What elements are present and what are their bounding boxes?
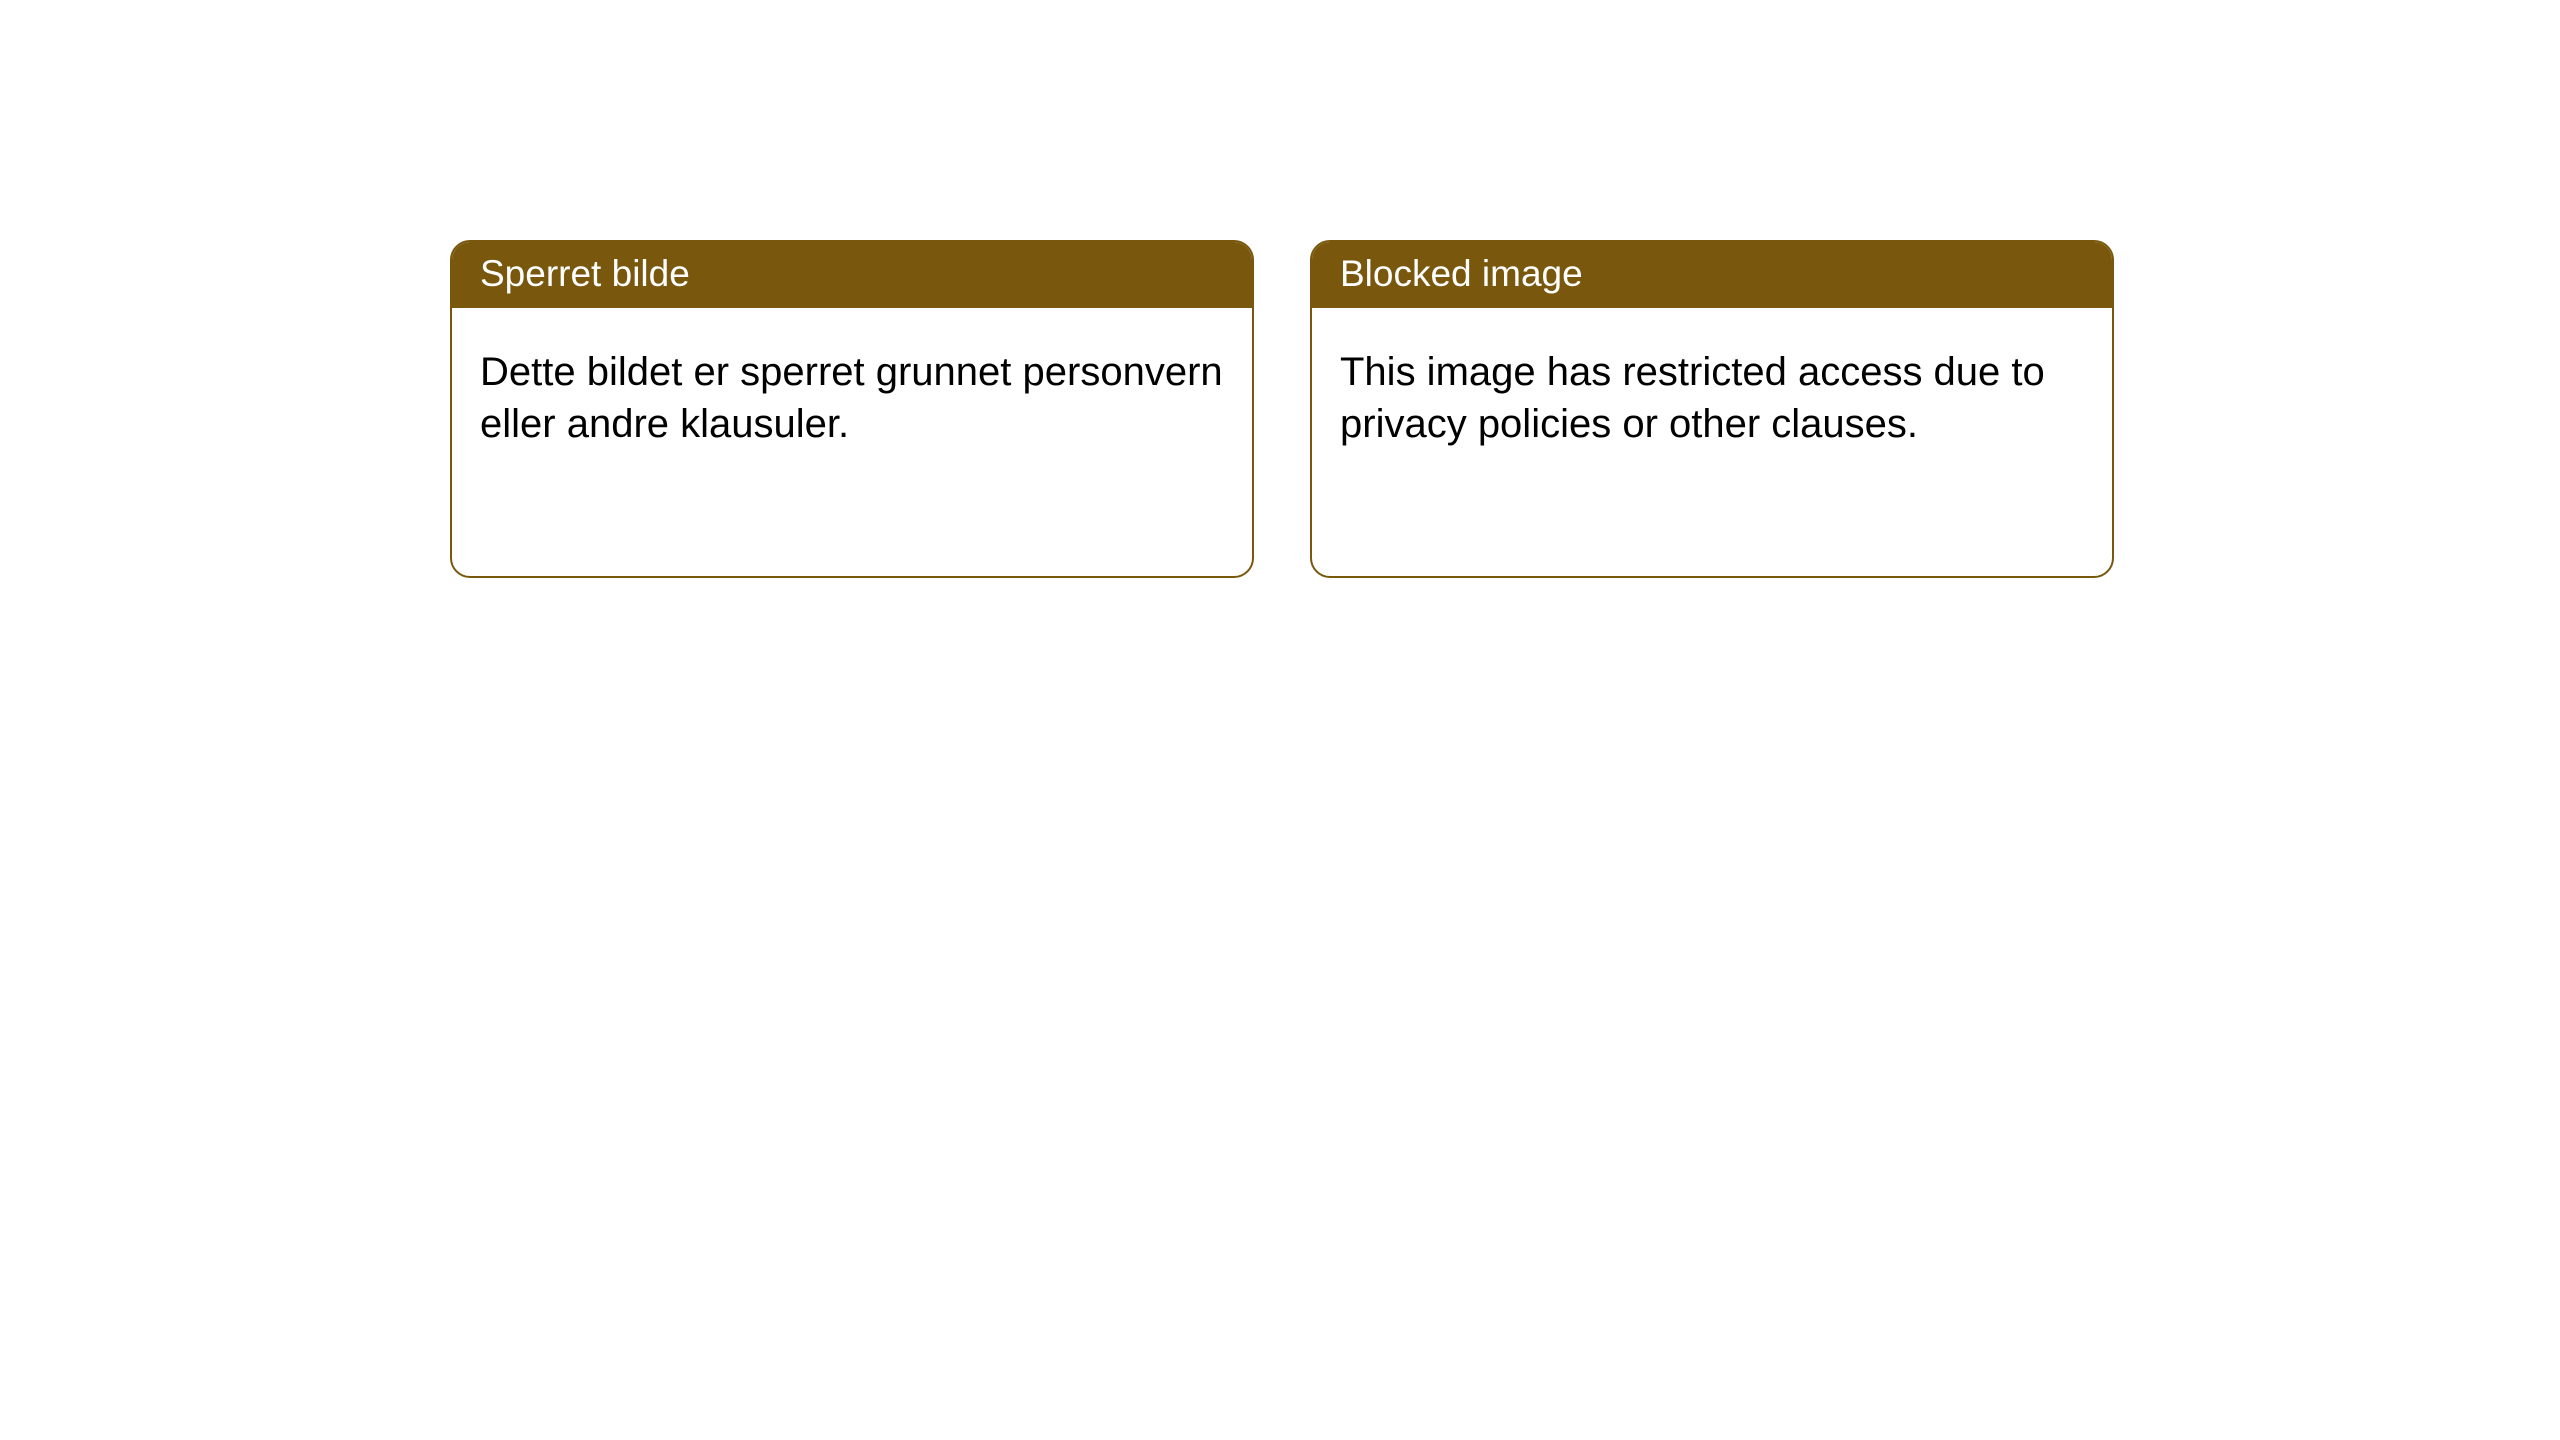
- notice-header: Blocked image: [1312, 242, 2112, 308]
- notice-box-english: Blocked image This image has restricted …: [1310, 240, 2114, 578]
- notice-header: Sperret bilde: [452, 242, 1252, 308]
- notice-body: Dette bildet er sperret grunnet personve…: [452, 308, 1252, 488]
- notice-body: This image has restricted access due to …: [1312, 308, 2112, 488]
- notice-container: Sperret bilde Dette bildet er sperret gr…: [0, 0, 2560, 578]
- notice-box-norwegian: Sperret bilde Dette bildet er sperret gr…: [450, 240, 1254, 578]
